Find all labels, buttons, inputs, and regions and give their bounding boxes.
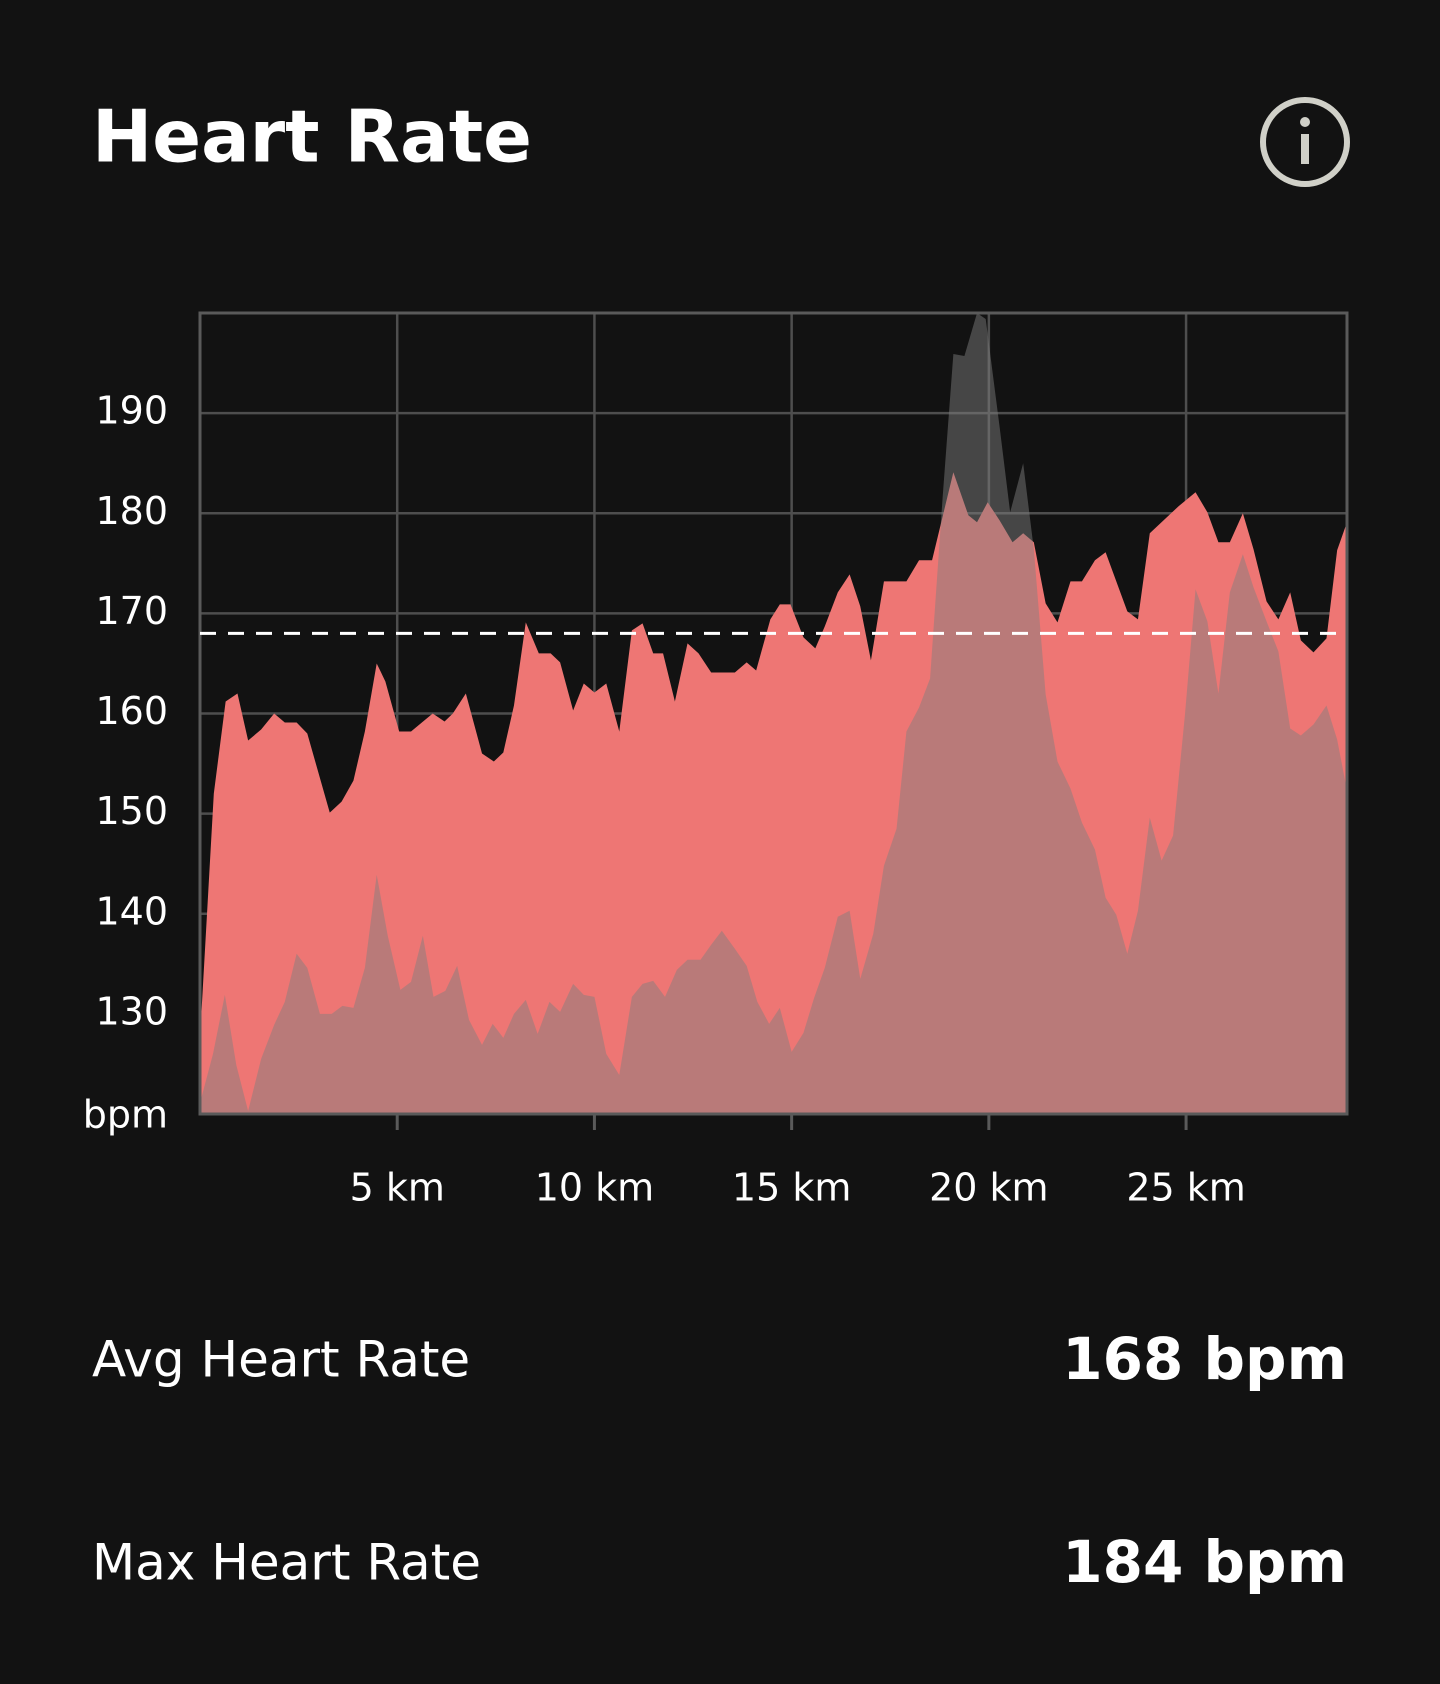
x-tick-label: 10 km	[535, 1166, 654, 1210]
info-button[interactable]	[1260, 97, 1350, 187]
heart-rate-area	[200, 472, 1347, 1115]
y-axis-label: bpm	[83, 1093, 168, 1137]
stat-value: 168 bpm	[1062, 1325, 1347, 1393]
x-tick-label: 20 km	[929, 1166, 1048, 1210]
y-tick-label: 140	[95, 889, 168, 933]
heart-rate-area	[200, 313, 1347, 1114]
y-tick-label: 170	[95, 589, 168, 633]
stat-value: 184 bpm	[1062, 1528, 1347, 1596]
y-tick-label: 130	[95, 989, 168, 1033]
stat-label: Avg Heart Rate	[92, 1331, 470, 1389]
stat-label: Max Heart Rate	[92, 1534, 481, 1592]
plot-frame	[198, 311, 1349, 1116]
y-tick-label: 160	[95, 689, 168, 733]
y-tick-label: 180	[95, 489, 168, 533]
x-tick-label: 15 km	[732, 1166, 851, 1210]
x-tick-label: 5 km	[350, 1166, 445, 1210]
page-title: Heart Rate	[92, 95, 532, 179]
y-tick-label: 150	[95, 789, 168, 833]
x-tick-label: 25 km	[1126, 1166, 1245, 1210]
y-tick-label: 190	[95, 389, 168, 433]
